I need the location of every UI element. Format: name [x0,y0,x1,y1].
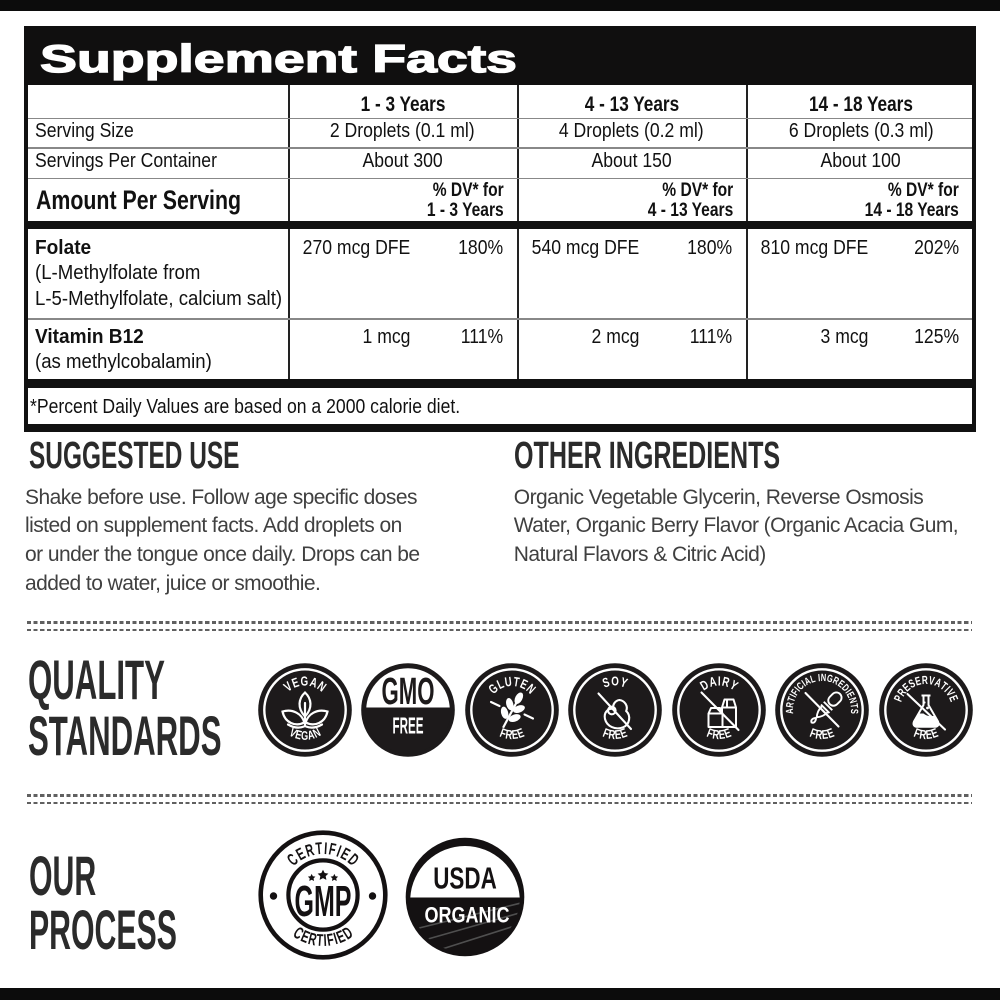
svg-text:F: F [327,840,338,860]
svg-text:S: S [601,675,612,691]
svg-text:R: R [815,728,824,742]
svg-text:E: E [836,678,847,690]
svg-text:T: T [785,695,797,703]
svg-text:I: I [787,692,798,699]
svg-text:E: E [293,728,302,743]
svg-text:R: R [921,675,928,688]
svg-text:N: N [847,696,860,705]
svg-text:F: F [497,727,507,742]
svg-text:USDA: USDA [433,861,497,896]
svg-text:G: G [826,672,834,685]
svg-text:R: R [504,728,513,742]
svg-text:E: E [925,728,933,742]
svg-text:G: G [300,674,308,689]
svg-text:R: R [918,728,927,742]
svg-text:E: E [844,690,856,700]
svg-text:L: L [495,677,506,692]
svg-text:S: S [906,678,917,692]
svg-text:L: L [809,673,817,685]
svg-text:T: T [848,703,860,709]
svg-text:I: I [799,678,807,689]
svg-text:A: A [784,708,796,714]
svg-text:GMP: GMP [295,877,352,926]
svg-text:F: F [601,727,611,742]
svg-text:F: F [808,727,818,742]
svg-text:I: I [843,687,854,695]
svg-text:F: F [326,930,336,950]
svg-text:T: T [315,839,323,859]
svg-text:R: R [711,728,720,742]
svg-text:Y: Y [618,675,629,691]
svg-text:E: E [515,726,526,741]
svg-text:A: A [306,728,316,743]
svg-text:E: E [821,728,829,742]
svg-text:P: P [892,694,906,704]
svg-text:N: N [821,672,827,684]
svg-text:E: E [826,726,837,741]
svg-text:I: I [324,839,328,858]
svg-text:I: I [792,685,802,694]
svg-text:GMO: GMO [382,671,435,713]
svg-text:R: R [831,674,841,687]
svg-text:F: F [704,727,714,742]
svg-text:O: O [611,674,619,689]
svg-text:A: A [802,675,812,688]
svg-text:S: S [849,709,861,714]
svg-text:E: E [619,726,630,741]
svg-text:I: I [332,929,340,948]
svg-text:I: I [941,684,952,695]
svg-text:R: R [720,674,731,690]
svg-text:T: T [316,931,324,950]
svg-text:E: E [929,726,940,741]
svg-text:I: I [323,931,327,950]
svg-text:V: V [927,675,935,689]
svg-text:E: E [290,675,301,691]
svg-text:E: E [718,728,726,742]
svg-text:F: F [789,687,801,697]
svg-text:I: I [717,674,720,689]
svg-text:ORGANIC: ORGANIC [424,903,509,928]
svg-text:I: I [818,672,821,684]
svg-text:FREE: FREE [393,712,424,738]
svg-text:G: G [300,730,307,744]
svg-text:A: A [932,677,943,691]
svg-text:U: U [504,676,513,691]
svg-text:E: E [722,726,733,741]
svg-text:A: A [307,675,319,691]
svg-text:E: E [913,675,922,689]
svg-text:T: T [512,676,520,691]
svg-text:E: E [614,728,622,742]
svg-text:A: A [707,674,718,690]
svg-text:I: I [334,842,343,861]
svg-text:R: R [784,701,796,708]
svg-text:R: R [608,728,617,742]
svg-text:E: E [511,728,519,742]
svg-text:E: E [945,694,959,704]
svg-text:E: E [517,678,529,693]
svg-text:F: F [911,727,921,742]
